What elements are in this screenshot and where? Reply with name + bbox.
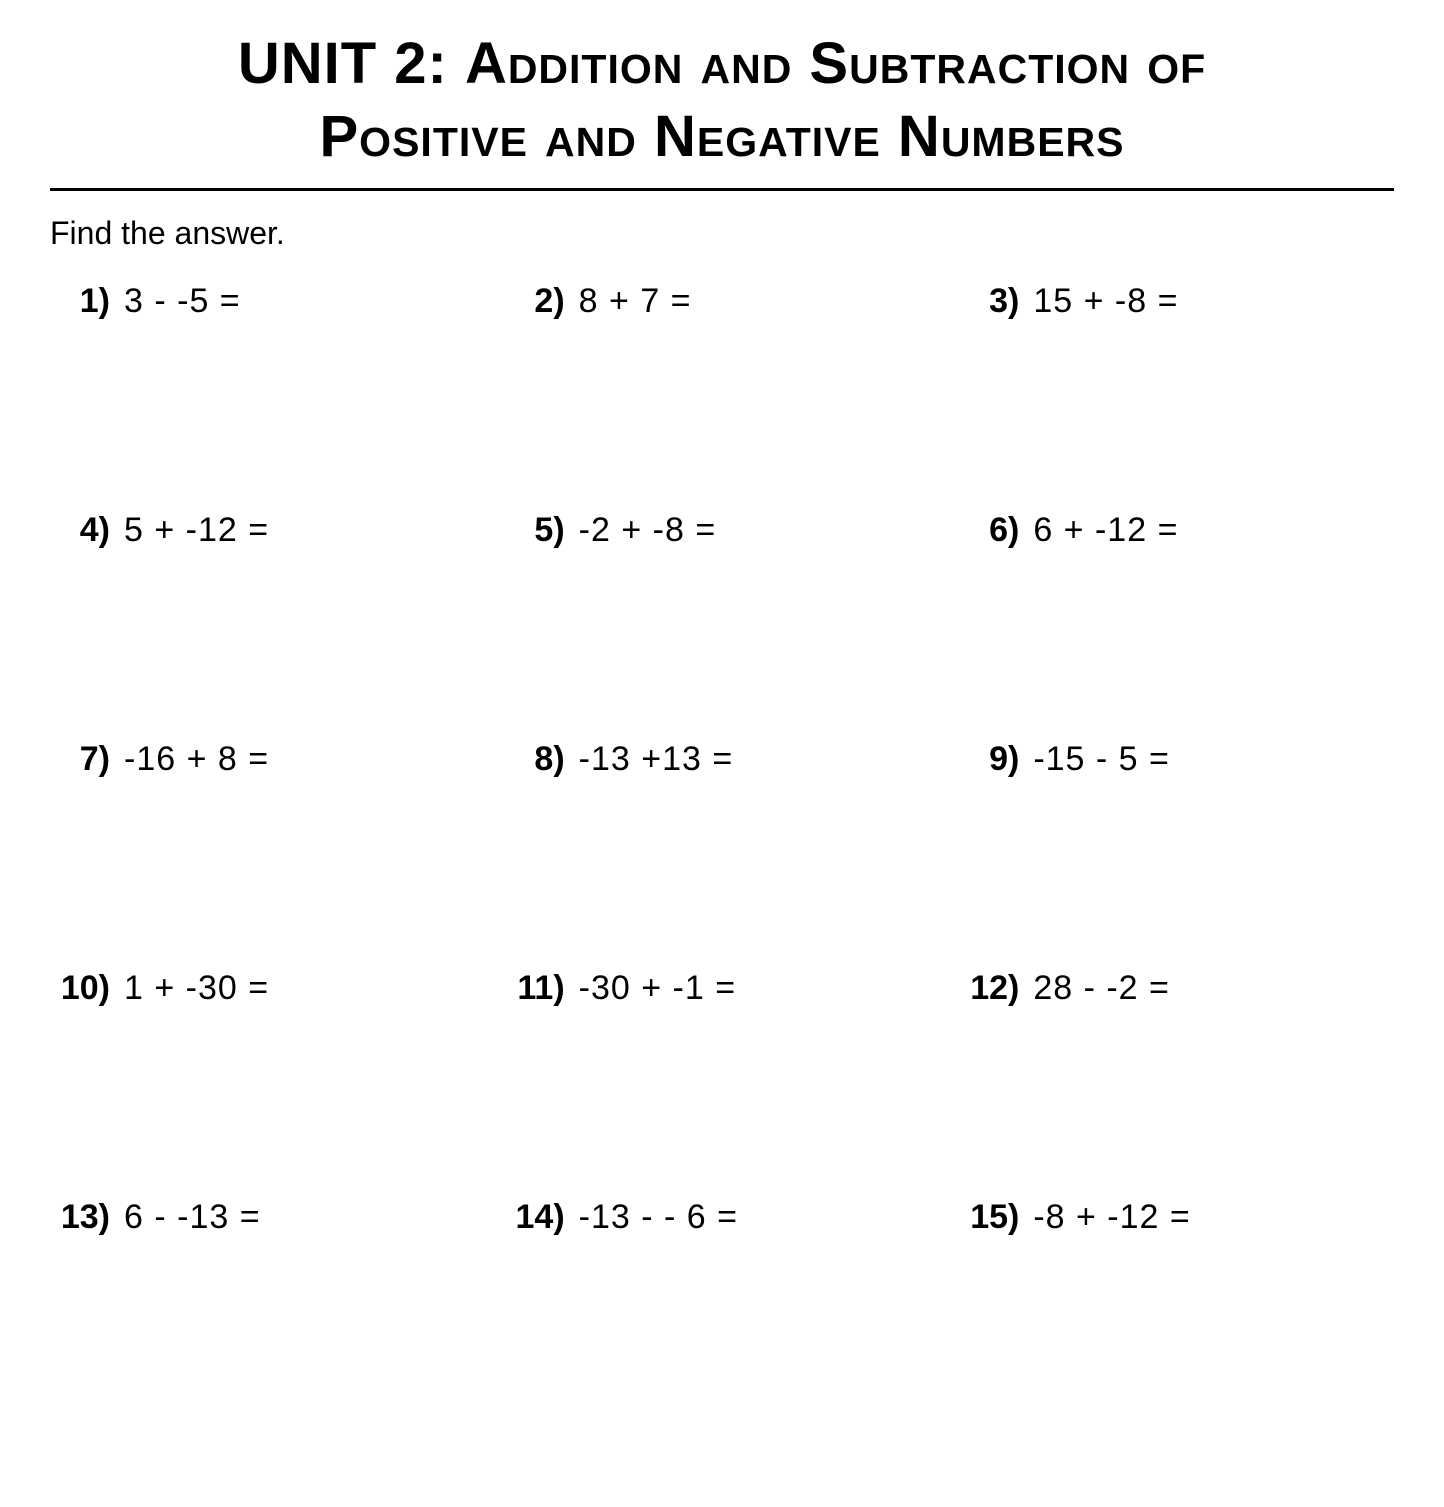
problem-expression: 6 + -12 = xyxy=(1033,511,1178,550)
problem-number: 3) xyxy=(959,282,1033,321)
problem-number: 15) xyxy=(959,1198,1033,1237)
problem-expression: -15 - 5 = xyxy=(1033,740,1170,779)
problem-number: 13) xyxy=(50,1198,124,1237)
problem-expression: 8 + 7 = xyxy=(579,282,692,321)
problem-expression: -13 +13 = xyxy=(579,740,734,779)
problem-item: 2) 8 + 7 = xyxy=(505,282,940,321)
problem-number: 12) xyxy=(959,969,1033,1008)
problem-expression: 6 - -13 = xyxy=(124,1198,261,1237)
title-line-1: UNIT 2: Addition and Subtraction of xyxy=(50,30,1394,97)
unit-label: UNIT 2: xyxy=(238,31,448,96)
problem-item: 6) 6 + -12 = xyxy=(959,511,1394,550)
problem-expression: 28 - -2 = xyxy=(1033,969,1170,1008)
problem-item: 3) 15 + -8 = xyxy=(959,282,1394,321)
problem-item: 7) -16 + 8 = xyxy=(50,740,485,779)
problem-item: 14) -13 - - 6 = xyxy=(505,1198,940,1237)
problem-number: 11) xyxy=(505,969,579,1008)
page-title: UNIT 2: Addition and Subtraction of Posi… xyxy=(50,30,1394,170)
problem-number: 14) xyxy=(505,1198,579,1237)
problem-expression: -16 + 8 = xyxy=(124,740,269,779)
problem-expression: 3 - -5 = xyxy=(124,282,241,321)
problem-expression: 15 + -8 = xyxy=(1033,282,1178,321)
title-rest-1: Addition and Subtraction of xyxy=(465,31,1206,96)
problem-item: 4) 5 + -12 = xyxy=(50,511,485,550)
problem-number: 9) xyxy=(959,740,1033,779)
problem-item: 5) -2 + -8 = xyxy=(505,511,940,550)
problem-number: 4) xyxy=(50,511,124,550)
problem-expression: -30 + -1 = xyxy=(579,969,736,1008)
problem-number: 2) xyxy=(505,282,579,321)
instruction-text: Find the answer. xyxy=(50,215,1394,252)
title-line-2: Positive and Negative Numbers xyxy=(50,103,1394,170)
problem-expression: 5 + -12 = xyxy=(124,511,269,550)
problem-number: 1) xyxy=(50,282,124,321)
problem-expression: -13 - - 6 = xyxy=(579,1198,738,1237)
problem-item: 10) 1 + -30 = xyxy=(50,969,485,1008)
worksheet-page: UNIT 2: Addition and Subtraction of Posi… xyxy=(0,0,1444,1297)
problem-item: 8) -13 +13 = xyxy=(505,740,940,779)
problem-number: 7) xyxy=(50,740,124,779)
problem-expression: 1 + -30 = xyxy=(124,969,269,1008)
problem-item: 13) 6 - -13 = xyxy=(50,1198,485,1237)
problem-expression: -2 + -8 = xyxy=(579,511,717,550)
problem-item: 11) -30 + -1 = xyxy=(505,969,940,1008)
problem-item: 1) 3 - -5 = xyxy=(50,282,485,321)
problem-number: 6) xyxy=(959,511,1033,550)
problem-grid: 1) 3 - -5 = 2) 8 + 7 = 3) 15 + -8 = 4) 5… xyxy=(50,282,1394,1237)
title-rule xyxy=(50,188,1394,191)
problem-number: 8) xyxy=(505,740,579,779)
problem-item: 12) 28 - -2 = xyxy=(959,969,1394,1008)
problem-expression: -8 + -12 = xyxy=(1033,1198,1190,1237)
problem-item: 15) -8 + -12 = xyxy=(959,1198,1394,1237)
problem-number: 5) xyxy=(505,511,579,550)
problem-item: 9) -15 - 5 = xyxy=(959,740,1394,779)
problem-number: 10) xyxy=(50,969,124,1008)
